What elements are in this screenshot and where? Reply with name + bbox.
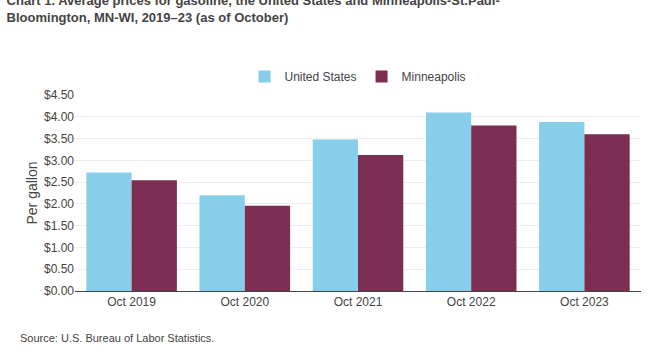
svg-text:$1.00: $1.00 <box>44 241 74 255</box>
svg-text:$2.00: $2.00 <box>44 197 74 211</box>
svg-text:Source: U.S. Bureau of Labor S: Source: U.S. Bureau of Labor Statistics. <box>20 332 214 344</box>
svg-text:Minneapolis: Minneapolis <box>402 70 466 84</box>
svg-text:$4.50: $4.50 <box>44 88 74 102</box>
svg-text:$0.50: $0.50 <box>44 262 74 276</box>
svg-text:Oct 2023: Oct 2023 <box>560 295 609 309</box>
svg-text:$0.00: $0.00 <box>44 284 74 298</box>
svg-text:$1.50: $1.50 <box>44 219 74 233</box>
svg-text:Per gallon: Per gallon <box>24 161 40 224</box>
svg-text:$2.50: $2.50 <box>44 175 74 189</box>
svg-text:United States: United States <box>285 70 357 84</box>
svg-text:Oct 2019: Oct 2019 <box>107 295 156 309</box>
svg-text:$3.00: $3.00 <box>44 154 74 168</box>
svg-text:$4.00: $4.00 <box>44 110 74 124</box>
svg-text:Oct 2020: Oct 2020 <box>220 295 269 309</box>
svg-text:Oct 2021: Oct 2021 <box>334 295 383 309</box>
svg-text:$3.50: $3.50 <box>44 132 74 146</box>
svg-text:Oct 2022: Oct 2022 <box>447 295 496 309</box>
svg-text:Chart 1. Average prices for ga: Chart 1. Average prices for gasoline, th… <box>7 0 500 25</box>
